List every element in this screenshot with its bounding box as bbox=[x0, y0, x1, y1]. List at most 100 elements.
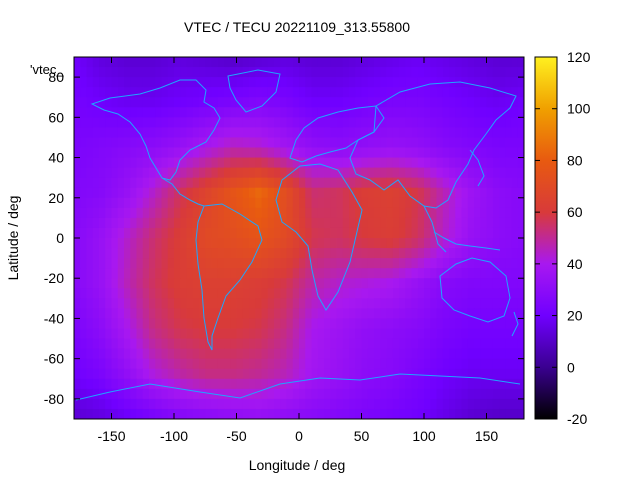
heatmap-cell bbox=[449, 408, 456, 419]
heatmap-cell bbox=[411, 368, 419, 380]
heatmap-cell bbox=[111, 298, 119, 309]
heatmap-cell bbox=[392, 338, 400, 350]
heatmap-cell bbox=[330, 268, 338, 279]
heatmap-cell bbox=[424, 107, 431, 118]
heatmap-cell bbox=[261, 167, 269, 179]
heatmap-cell bbox=[92, 398, 100, 410]
heatmap-cell bbox=[292, 167, 300, 179]
heatmap-cell bbox=[199, 378, 206, 390]
heatmap-cell bbox=[392, 288, 400, 299]
heatmap-cell bbox=[380, 338, 388, 350]
heatmap-cell bbox=[292, 97, 300, 108]
heatmap-cell bbox=[392, 358, 400, 370]
heatmap-cell bbox=[330, 167, 338, 179]
heatmap-cell bbox=[499, 127, 506, 139]
heatmap-cell bbox=[161, 217, 169, 229]
heatmap-cell bbox=[167, 207, 175, 219]
heatmap-cell bbox=[99, 207, 106, 219]
heatmap-cell bbox=[142, 157, 150, 169]
heatmap-cell bbox=[474, 298, 481, 309]
heatmap-cell bbox=[280, 177, 288, 189]
heatmap-cell bbox=[511, 318, 519, 330]
heatmap-cell bbox=[267, 217, 275, 229]
heatmap-cell bbox=[486, 87, 494, 98]
heatmap-cell bbox=[230, 127, 238, 139]
heatmap-cell bbox=[442, 127, 450, 139]
heatmap-cell bbox=[417, 107, 425, 118]
heatmap-cell bbox=[380, 348, 388, 360]
heatmap-cell bbox=[205, 127, 213, 139]
heatmap-cell bbox=[349, 348, 356, 360]
heatmap-cell bbox=[467, 97, 475, 108]
heatmap-cell bbox=[261, 398, 269, 410]
heatmap-cell bbox=[211, 147, 219, 159]
heatmap-cell bbox=[324, 268, 331, 279]
heatmap-cell bbox=[486, 308, 494, 320]
heatmap-cell bbox=[261, 278, 269, 289]
heatmap-cell bbox=[455, 197, 463, 209]
heatmap-cell bbox=[467, 298, 475, 309]
heatmap-cell bbox=[267, 378, 275, 390]
heatmap-cell bbox=[142, 368, 150, 380]
heatmap-cell bbox=[111, 57, 119, 68]
heatmap-cell bbox=[236, 328, 244, 340]
heatmap-cell bbox=[105, 268, 113, 279]
heatmap-cell bbox=[492, 378, 500, 390]
heatmap-cell bbox=[130, 378, 138, 390]
heatmap-cell bbox=[480, 248, 488, 259]
heatmap-cell bbox=[124, 167, 131, 179]
heatmap-cell bbox=[467, 258, 475, 269]
heatmap-cell bbox=[286, 238, 294, 249]
heatmap-cell bbox=[474, 378, 481, 390]
heatmap-cell bbox=[267, 147, 275, 159]
heatmap-cell bbox=[80, 227, 88, 239]
heatmap-cell bbox=[280, 408, 288, 419]
heatmap-cell bbox=[505, 187, 513, 199]
heatmap-cell bbox=[80, 127, 88, 139]
heatmap-cell bbox=[442, 298, 450, 309]
heatmap-cell bbox=[399, 308, 406, 320]
heatmap-cell bbox=[117, 338, 125, 350]
heatmap-cell bbox=[517, 167, 524, 179]
heatmap-cell bbox=[142, 408, 150, 419]
heatmap-cell bbox=[211, 177, 219, 189]
heatmap-cell bbox=[336, 157, 344, 169]
heatmap-cell bbox=[380, 408, 388, 419]
heatmap-cell bbox=[417, 207, 425, 219]
heatmap-cell bbox=[199, 97, 206, 108]
heatmap-cell bbox=[355, 177, 363, 189]
heatmap-cell bbox=[517, 258, 524, 269]
heatmap-cell bbox=[242, 177, 250, 189]
heatmap-cell bbox=[480, 368, 488, 380]
heatmap-cell bbox=[374, 298, 381, 309]
heatmap-cell bbox=[99, 328, 106, 340]
heatmap-cell bbox=[261, 127, 269, 139]
heatmap-cell bbox=[436, 268, 444, 279]
heatmap-cell bbox=[355, 268, 363, 279]
heatmap-cell bbox=[455, 157, 463, 169]
heatmap-cell bbox=[380, 258, 388, 269]
heatmap-cell bbox=[124, 67, 131, 78]
heatmap-cell bbox=[392, 157, 400, 169]
heatmap-cell bbox=[480, 308, 488, 320]
heatmap-cell bbox=[74, 288, 81, 299]
heatmap-cell bbox=[392, 177, 400, 189]
heatmap-cell bbox=[461, 197, 469, 209]
heatmap-cell bbox=[155, 338, 163, 350]
heatmap-cell bbox=[261, 308, 269, 320]
heatmap-cell bbox=[255, 348, 263, 360]
heatmap-cell bbox=[467, 248, 475, 259]
heatmap-cell bbox=[92, 137, 100, 149]
heatmap-cell bbox=[99, 348, 106, 360]
heatmap-cell bbox=[442, 268, 450, 279]
heatmap-cell bbox=[405, 77, 413, 88]
heatmap-cell bbox=[449, 107, 456, 118]
heatmap-cell bbox=[136, 328, 144, 340]
heatmap-cell bbox=[180, 117, 188, 128]
heatmap-cell bbox=[511, 378, 519, 390]
heatmap-cell bbox=[280, 388, 288, 400]
heatmap-cell bbox=[305, 298, 313, 309]
heatmap-cell bbox=[242, 298, 250, 309]
heatmap-cell bbox=[111, 207, 119, 219]
heatmap-cell bbox=[299, 398, 306, 410]
